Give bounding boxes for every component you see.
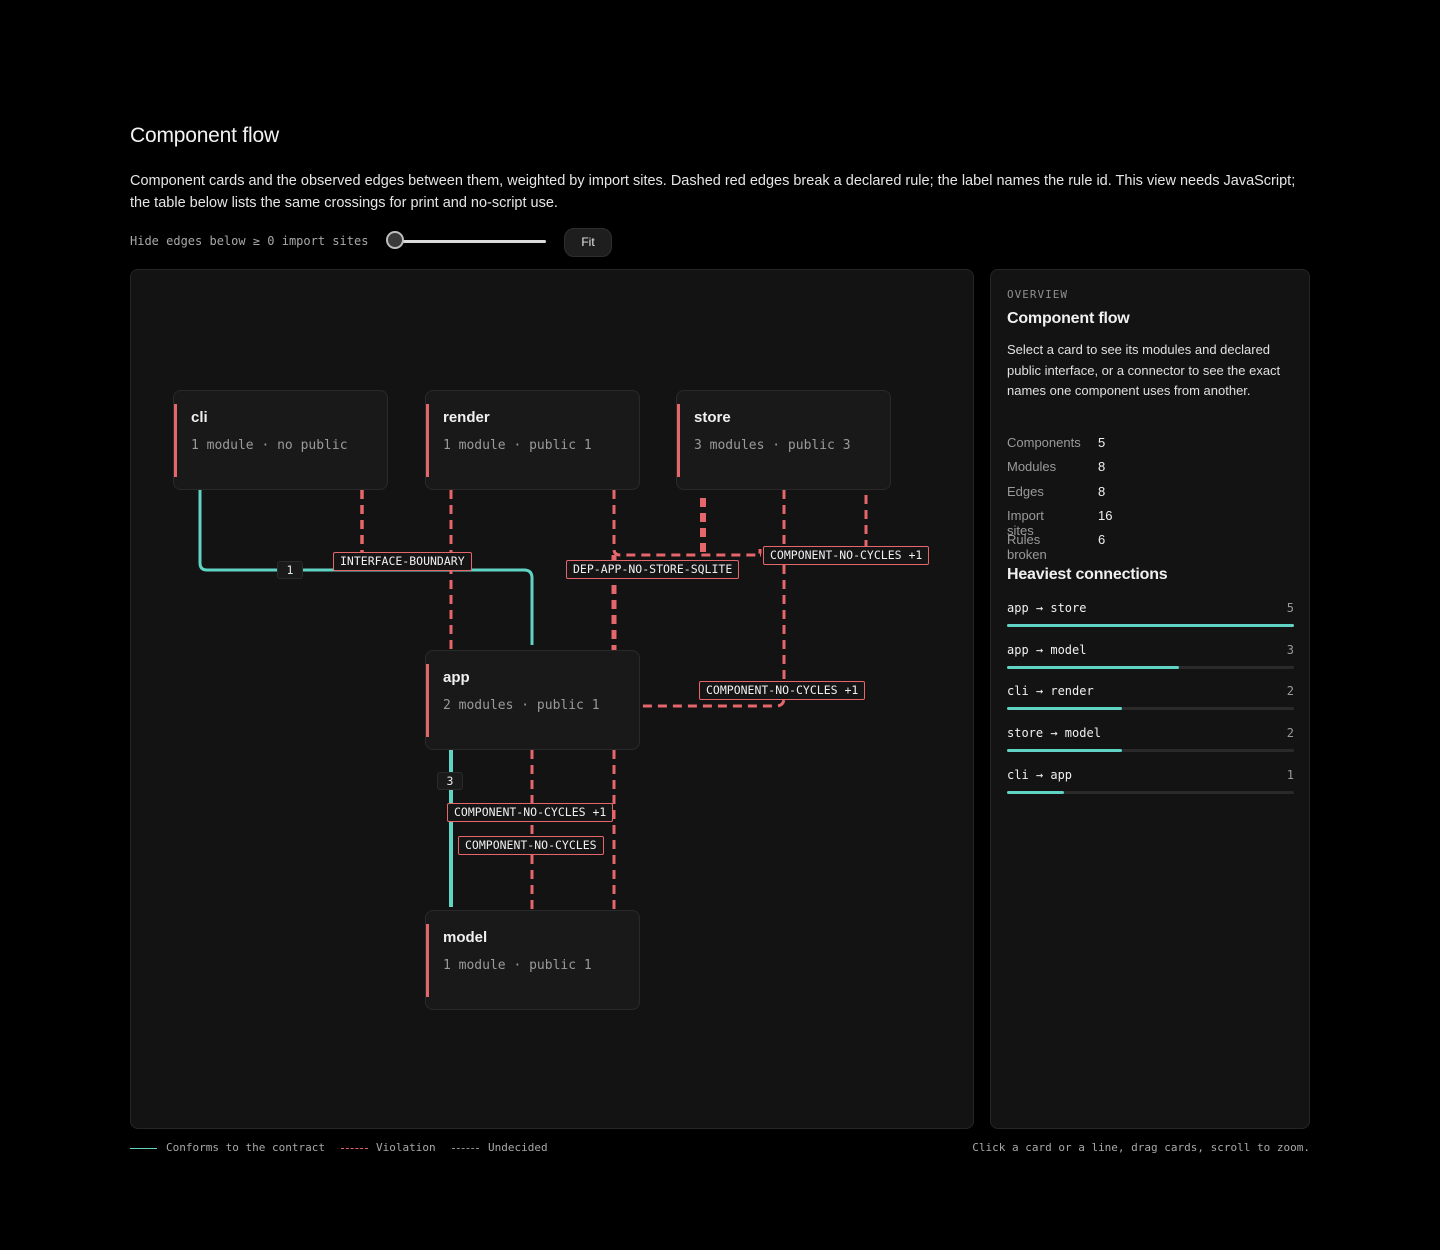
legend-undecided-swatch bbox=[452, 1148, 479, 1149]
connection-count: 5 bbox=[1286, 601, 1294, 615]
rule-label-no-cycles[interactable]: COMPONENT-NO-CYCLES +1 bbox=[447, 803, 614, 822]
stat-value: 16 bbox=[1098, 507, 1113, 523]
threshold-slider-thumb[interactable] bbox=[386, 231, 404, 249]
rule-label-no-cycles[interactable]: COMPONENT-NO-CYCLES bbox=[458, 836, 604, 855]
edge-store-app[interactable] bbox=[639, 490, 786, 708]
page-title: Component flow bbox=[130, 124, 279, 147]
connection-item[interactable]: app → model 3 bbox=[1007, 642, 1294, 684]
connection-name: app → store bbox=[1007, 601, 1087, 615]
card-store[interactable]: store 3 modules · public 3 bbox=[676, 390, 891, 490]
connection-count: 2 bbox=[1286, 726, 1294, 741]
rule-label-interface-boundary[interactable]: INTERFACE-BOUNDARY bbox=[333, 552, 472, 571]
connection-name: cli → app bbox=[1007, 767, 1073, 782]
stat-value: 6 bbox=[1098, 532, 1106, 548]
edge-filter-controls: Hide edges below ≥ 0 import sites Fit bbox=[130, 228, 730, 257]
card-cli[interactable]: cli 1 module · no public bbox=[173, 390, 388, 490]
rule-label-no-cycles[interactable]: COMPONENT-NO-CYCLES +1 bbox=[699, 681, 866, 700]
legend: Conforms to the contract Violation Undec… bbox=[130, 1141, 630, 1157]
legend-conforms: Conforms to the contract bbox=[166, 1141, 325, 1154]
connection-bar bbox=[1007, 707, 1122, 711]
fit-button[interactable]: Fit bbox=[564, 228, 612, 257]
card-status-bar bbox=[426, 924, 429, 997]
card-meta: 1 module · no public bbox=[191, 438, 348, 453]
panel-eyebrow: OVERVIEW bbox=[1007, 288, 1068, 301]
threshold-slider[interactable] bbox=[396, 240, 546, 243]
connection-item[interactable]: app → store 5 bbox=[1007, 600, 1294, 642]
connection-bar-track bbox=[1007, 665, 1294, 669]
connection-bar bbox=[1007, 624, 1294, 627]
connection-item[interactable]: cli → render 2 bbox=[1007, 683, 1294, 725]
legend-violation-swatch bbox=[341, 1148, 368, 1149]
card-status-bar bbox=[174, 404, 177, 477]
interaction-hint: Click a card or a line, drag cards, scro… bbox=[972, 1141, 1310, 1154]
heaviest-connections-title: Heaviest connections bbox=[1007, 566, 1168, 583]
connection-name: store → model bbox=[1007, 726, 1101, 741]
connection-count: 1 bbox=[1286, 767, 1294, 782]
connection-name: app → model bbox=[1007, 642, 1087, 657]
card-status-bar bbox=[426, 404, 429, 477]
connection-bar-track bbox=[1007, 624, 1294, 627]
card-status-bar bbox=[677, 404, 680, 477]
card-meta: 1 module · public 1 bbox=[443, 438, 592, 453]
connection-name: cli → render bbox=[1007, 684, 1094, 699]
graph-canvas[interactable]: cli 1 module · no public render 1 module… bbox=[130, 269, 974, 1129]
stat-label: Modules bbox=[1007, 459, 1057, 475]
rule-label-no-cycles[interactable]: COMPONENT-NO-CYCLES +1 bbox=[763, 546, 930, 565]
legend-violation: Violation bbox=[376, 1141, 436, 1154]
stat-label: Edges bbox=[1007, 483, 1044, 499]
threshold-label: Hide edges below ≥ 0 import sites bbox=[130, 234, 369, 248]
overview-panel: OVERVIEW Component flow Select a card to… bbox=[990, 269, 1310, 1129]
panel-description: Select a card to see its modules and dec… bbox=[1007, 342, 1281, 398]
card-meta: 3 modules · public 3 bbox=[694, 438, 851, 453]
heaviest-connections-list: app → store 5 app → model 3 cli → render… bbox=[1007, 600, 1294, 808]
panel-title: Component flow bbox=[1007, 310, 1130, 327]
card-name: app bbox=[443, 669, 470, 686]
connection-bar-track bbox=[1007, 707, 1294, 711]
card-name: model bbox=[443, 929, 488, 946]
stat-label: Components bbox=[1007, 435, 1081, 450]
card-meta: 1 module · public 1 bbox=[443, 958, 592, 973]
connection-item[interactable]: cli → app 1 bbox=[1007, 767, 1294, 809]
legend-undecided: Undecided bbox=[488, 1141, 548, 1154]
connection-bar bbox=[1007, 749, 1122, 753]
connection-bar bbox=[1007, 790, 1065, 794]
card-status-bar bbox=[426, 664, 429, 737]
stat-label: Import sites bbox=[1007, 507, 1044, 538]
edge-render-store-link[interactable] bbox=[612, 490, 762, 557]
edge-count-label[interactable]: 3 bbox=[437, 772, 463, 790]
card-name: store bbox=[694, 409, 731, 426]
connection-bar-track bbox=[1007, 790, 1294, 794]
card-model[interactable]: model 1 module · public 1 bbox=[425, 910, 640, 1010]
stat-value: 5 bbox=[1098, 435, 1106, 450]
connection-count: 2 bbox=[1286, 684, 1294, 699]
page-description: Component cards and the observed edges b… bbox=[130, 173, 1296, 211]
rule-label-dep-app-no-store-sqlite[interactable]: DEP-APP-NO-STORE-SQLITE bbox=[566, 560, 740, 579]
connection-bar-track bbox=[1007, 749, 1294, 753]
edge-count-label[interactable]: 1 bbox=[277, 561, 303, 579]
card-name: cli bbox=[191, 409, 208, 426]
stat-value: 8 bbox=[1098, 483, 1106, 499]
connection-bar bbox=[1007, 665, 1180, 669]
stat-label: Rules broken bbox=[1007, 532, 1047, 563]
card-app[interactable]: app 2 modules · public 1 bbox=[425, 650, 640, 750]
card-render[interactable]: render 1 module · public 1 bbox=[425, 390, 640, 490]
card-name: render bbox=[443, 409, 490, 426]
legend-conforms-swatch bbox=[130, 1148, 157, 1149]
stat-value: 8 bbox=[1098, 459, 1106, 475]
card-meta: 2 modules · public 1 bbox=[443, 698, 600, 713]
connection-item[interactable]: store → model 2 bbox=[1007, 725, 1294, 767]
connection-count: 3 bbox=[1286, 642, 1294, 657]
